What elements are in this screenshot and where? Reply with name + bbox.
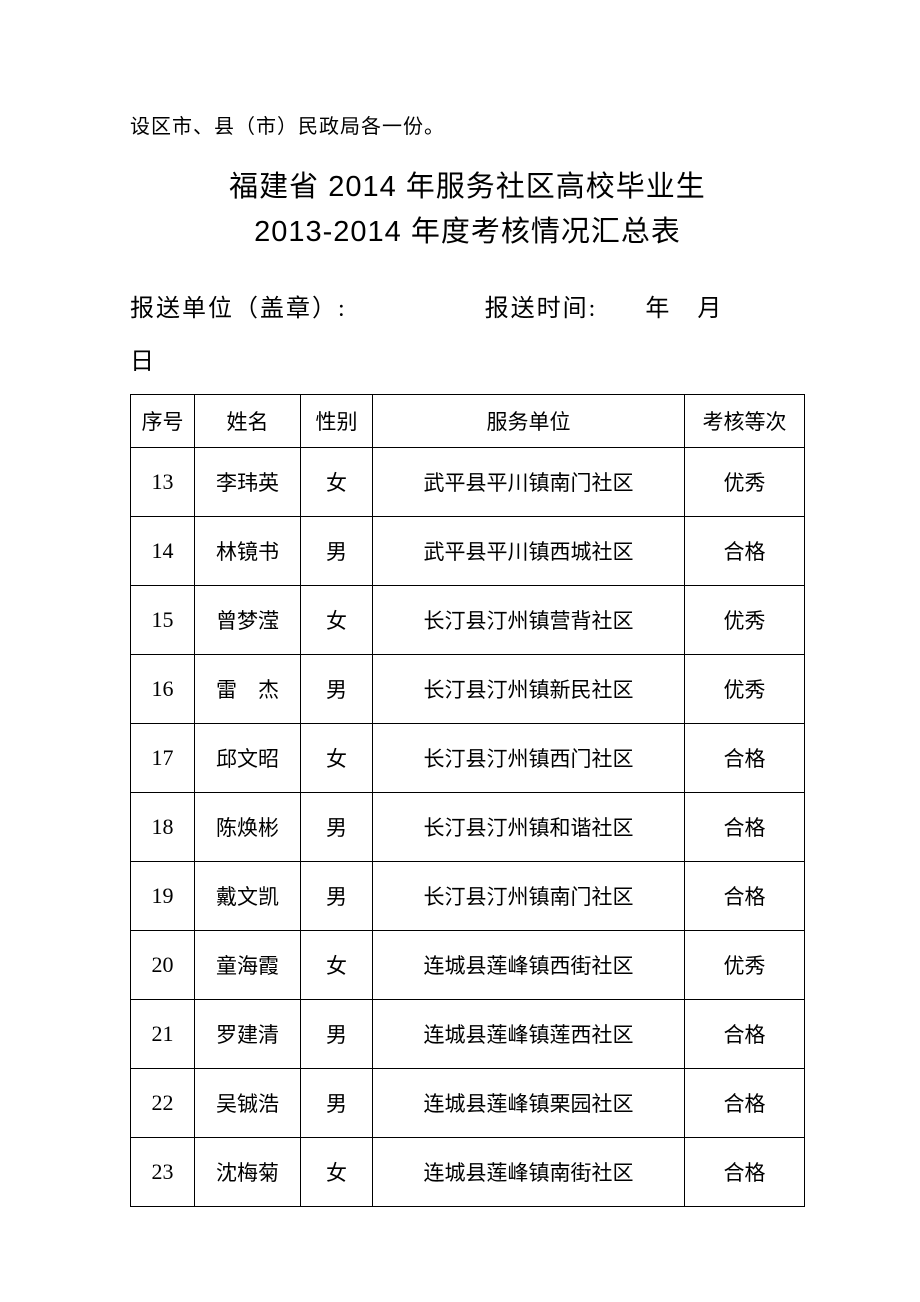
table-row: 13李玮英女武平县平川镇南门社区优秀 [131,448,805,517]
cell-unit: 长汀县汀州镇西门社区 [373,724,685,793]
table-row: 14林镜书男武平县平川镇西城社区合格 [131,517,805,586]
cell-seq: 16 [131,655,195,724]
table-row: 15曾梦滢女长汀县汀州镇营背社区优秀 [131,586,805,655]
cell-grade: 合格 [685,793,805,862]
table-row: 16雷 杰男长汀县汀州镇新民社区优秀 [131,655,805,724]
cell-grade: 优秀 [685,655,805,724]
cell-unit: 长汀县汀州镇南门社区 [373,862,685,931]
cell-grade: 合格 [685,1000,805,1069]
cell-grade: 优秀 [685,448,805,517]
cell-name: 邱文昭 [195,724,301,793]
cell-grade: 合格 [685,1069,805,1138]
cell-sex: 男 [301,1069,373,1138]
table-row: 19戴文凯男长汀县汀州镇南门社区合格 [131,862,805,931]
table-body: 13李玮英女武平县平川镇南门社区优秀14林镜书男武平县平川镇西城社区合格15曾梦… [131,448,805,1207]
cell-unit: 连城县莲峰镇莲西社区 [373,1000,685,1069]
cell-seq: 21 [131,1000,195,1069]
document-page: 设区市、县（市）民政局各一份。 福建省 2014 年服务社区高校毕业生 2013… [0,0,920,1287]
col-header-sex: 性别 [301,395,373,448]
cell-name: 雷 杰 [195,655,301,724]
cell-sex: 男 [301,1000,373,1069]
cell-grade: 合格 [685,862,805,931]
submission-time-day: 日 [130,349,156,375]
cell-seq: 20 [131,931,195,1000]
cell-sex: 男 [301,655,373,724]
cell-sex: 女 [301,724,373,793]
table-row: 17邱文昭女长汀县汀州镇西门社区合格 [131,724,805,793]
table-row: 22吴铖浩男连城县莲峰镇栗园社区合格 [131,1069,805,1138]
cell-sex: 男 [301,862,373,931]
submission-meta: 报送单位（盖章）: 报送时间: 年 月 日 [130,283,805,389]
cell-name: 林镜书 [195,517,301,586]
submission-time-value: 年 月 [645,296,723,322]
cell-seq: 17 [131,724,195,793]
cell-grade: 优秀 [685,586,805,655]
cell-seq: 22 [131,1069,195,1138]
table-header-row: 序号 姓名 性别 服务单位 考核等次 [131,395,805,448]
col-header-seq: 序号 [131,395,195,448]
cell-unit: 连城县莲峰镇西街社区 [373,931,685,1000]
cell-name: 罗建清 [195,1000,301,1069]
cell-seq: 19 [131,862,195,931]
table-row: 20童海霞女连城县莲峰镇西街社区优秀 [131,931,805,1000]
col-header-unit: 服务单位 [373,395,685,448]
cell-name: 戴文凯 [195,862,301,931]
cell-name: 陈焕彬 [195,793,301,862]
table-row: 21罗建清男连城县莲峰镇莲西社区合格 [131,1000,805,1069]
title-line-1: 福建省 2014 年服务社区高校毕业生 [229,171,706,203]
cell-seq: 18 [131,793,195,862]
cell-name: 童海霞 [195,931,301,1000]
cell-unit: 武平县平川镇南门社区 [373,448,685,517]
col-header-name: 姓名 [195,395,301,448]
cell-unit: 长汀县汀州镇营背社区 [373,586,685,655]
cell-unit: 长汀县汀州镇新民社区 [373,655,685,724]
cell-unit: 武平县平川镇西城社区 [373,517,685,586]
cell-seq: 13 [131,448,195,517]
distribution-note: 设区市、县（市）民政局各一份。 [130,110,805,139]
cell-grade: 合格 [685,517,805,586]
assessment-table: 序号 姓名 性别 服务单位 考核等次 13李玮英女武平县平川镇南门社区优秀14林… [130,394,805,1207]
cell-sex: 女 [301,1138,373,1207]
cell-sex: 女 [301,931,373,1000]
table-row: 23沈梅菊女连城县莲峰镇南街社区合格 [131,1138,805,1207]
submitting-unit-label: 报送单位（盖章）: [130,296,347,322]
document-title: 福建省 2014 年服务社区高校毕业生 2013-2014 年度考核情况汇总表 [130,165,805,255]
cell-grade: 合格 [685,724,805,793]
cell-name: 曾梦滢 [195,586,301,655]
title-line-2: 2013-2014 年度考核情况汇总表 [254,216,681,248]
submission-time-label: 报送时间: [485,296,598,322]
cell-unit: 连城县莲峰镇栗园社区 [373,1069,685,1138]
cell-sex: 男 [301,793,373,862]
cell-name: 吴铖浩 [195,1069,301,1138]
cell-seq: 14 [131,517,195,586]
cell-sex: 女 [301,448,373,517]
cell-unit: 连城县莲峰镇南街社区 [373,1138,685,1207]
cell-name: 沈梅菊 [195,1138,301,1207]
cell-sex: 女 [301,586,373,655]
cell-grade: 优秀 [685,931,805,1000]
cell-seq: 15 [131,586,195,655]
col-header-grade: 考核等次 [685,395,805,448]
cell-sex: 男 [301,517,373,586]
cell-unit: 长汀县汀州镇和谐社区 [373,793,685,862]
table-row: 18陈焕彬男长汀县汀州镇和谐社区合格 [131,793,805,862]
cell-name: 李玮英 [195,448,301,517]
cell-grade: 合格 [685,1138,805,1207]
cell-seq: 23 [131,1138,195,1207]
